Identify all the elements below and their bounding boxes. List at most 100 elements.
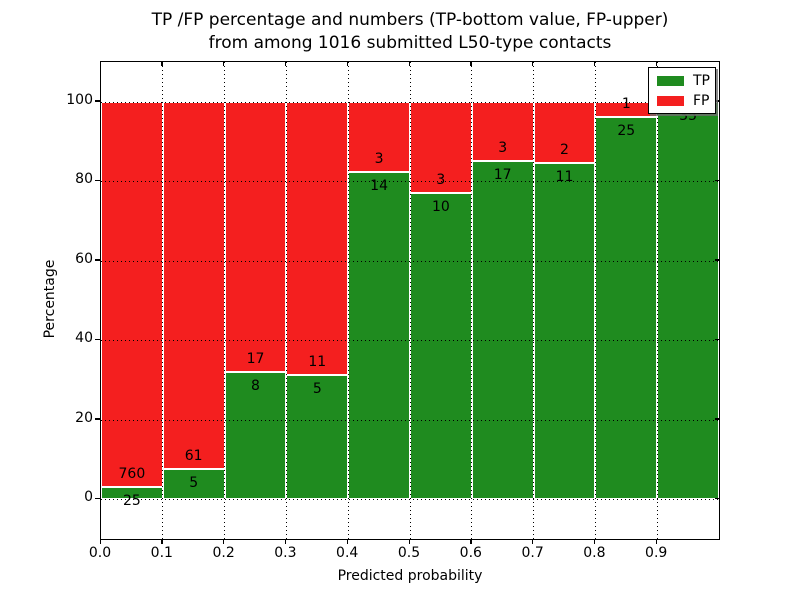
- x-tick-label: 0.7: [521, 545, 544, 561]
- x-tick-mark: [532, 539, 534, 544]
- gridline-x: [656, 62, 658, 539]
- bar-label-tp: 17: [493, 167, 512, 184]
- x-tick-label: 0.4: [336, 545, 359, 561]
- legend-entry: FP: [649, 94, 715, 108]
- bar-label-fp: 11: [308, 354, 327, 371]
- y-tick-mark-right: [715, 338, 719, 341]
- bar-label-tp: 10: [431, 199, 450, 216]
- y-tick-mark: [95, 259, 100, 261]
- gridline-x: [594, 62, 596, 539]
- x-tick-mark: [346, 539, 348, 544]
- x-tick-mark-top: [532, 62, 534, 66]
- bar-segment-fp: [286, 101, 349, 376]
- bar-label-fp: 61: [184, 448, 203, 465]
- bar-label-fp: 2: [560, 141, 569, 158]
- chart-title-line1: TP /FP percentage and numbers (TP-bottom…: [151, 10, 669, 30]
- y-tick-label: 100: [66, 91, 93, 108]
- y-tick-mark-right: [715, 418, 719, 420]
- bar-label-tp: 11: [555, 168, 574, 185]
- x-tick-label: 0.5: [397, 545, 421, 561]
- bar-label-tp: 25: [617, 123, 636, 140]
- gridline-x: [409, 62, 411, 539]
- x-tick-mark: [223, 539, 225, 544]
- x-tick-mark-top: [161, 62, 163, 66]
- y-tick-mark: [95, 338, 100, 341]
- bar-label-fp: 1: [621, 96, 631, 113]
- bar-label-fp: 17: [246, 351, 265, 368]
- x-tick-mark: [99, 539, 101, 544]
- x-tick-mark: [655, 539, 657, 544]
- bar-segment-tp: [471, 161, 534, 500]
- y-tick-label: 60: [75, 250, 93, 267]
- y-tick-mark: [95, 100, 100, 102]
- x-tick-mark-top: [408, 62, 410, 66]
- x-tick-label: 0.0: [88, 545, 112, 561]
- x-tick-mark: [161, 539, 163, 544]
- legend: TP FP: [648, 67, 716, 114]
- gridline-x: [285, 62, 287, 539]
- bar-segment-tp: [533, 162, 596, 500]
- y-axis-label: Percentage: [42, 259, 58, 339]
- gridline-x: [162, 62, 164, 539]
- x-tick-mark-top: [593, 62, 596, 66]
- bar-label-tp: 8: [251, 378, 260, 395]
- x-tick-mark-top: [346, 62, 348, 66]
- bar-segment-tp: [595, 117, 658, 500]
- y-tick-mark-right: [715, 179, 719, 182]
- x-tick-label: 0.8: [583, 545, 606, 561]
- bar-segment-tp: [286, 375, 349, 500]
- gridline-x: [471, 62, 473, 539]
- bar-segment-tp: [657, 101, 719, 500]
- gridline-x: [347, 62, 349, 539]
- bar-segment-tp: [162, 469, 225, 500]
- x-tick-mark: [408, 539, 410, 544]
- y-tick-mark-right: [715, 259, 719, 261]
- x-tick-label: 0.6: [459, 545, 482, 561]
- bar-label-fp: 760: [118, 465, 146, 482]
- plot-area: 25 760 5 61 8 17 5 11 14 3 10 3 17 3 11 2 25 1 35: [100, 61, 720, 540]
- bar-segment-tp: [410, 193, 472, 500]
- gridline-x: [224, 62, 226, 539]
- x-tick-label: 0.1: [150, 545, 173, 561]
- bar-label-tp: 25: [122, 492, 141, 509]
- bar-segment-fp: [101, 101, 163, 487]
- x-tick-mark: [470, 539, 472, 544]
- x-tick-mark: [593, 539, 596, 544]
- bar-segment-tp: [224, 372, 287, 500]
- legend-label-tp: TP: [693, 73, 710, 89]
- y-tick-mark-right: [715, 497, 719, 500]
- legend-entry: TP: [649, 74, 715, 88]
- y-tick-mark: [95, 497, 100, 500]
- y-tick-label: 40: [75, 330, 93, 347]
- x-tick-mark-top: [284, 62, 287, 66]
- x-tick-label: 0.3: [274, 545, 297, 561]
- y-tick-mark-right: [715, 100, 719, 102]
- y-tick-mark: [95, 179, 100, 182]
- x-tick-mark-top: [470, 62, 472, 66]
- bar-label-tp: 14: [370, 177, 389, 194]
- bar-label-tp: 5: [312, 381, 322, 398]
- x-tick-mark-top: [655, 62, 657, 66]
- bar-label-fp: 3: [374, 150, 384, 167]
- bar-segment-fp: [224, 101, 287, 373]
- bar-label-fp: 3: [436, 172, 446, 189]
- legend-swatch-fp: [657, 96, 684, 106]
- x-tick-mark: [284, 539, 287, 544]
- y-tick-label: 0: [84, 489, 93, 506]
- bar-label-fp: 3: [498, 140, 508, 157]
- x-tick-mark-top: [99, 62, 101, 66]
- y-tick-mark: [95, 418, 100, 420]
- bar-segment-fp: [162, 101, 225, 470]
- x-tick-label: 0.2: [212, 545, 235, 561]
- y-tick-label: 80: [75, 171, 93, 188]
- legend-swatch-tp: [657, 76, 684, 86]
- chart-title-line2: from among 1016 submitted L50-type conta…: [208, 33, 612, 53]
- x-tick-mark-top: [223, 62, 225, 66]
- x-tick-label: 0.9: [645, 545, 668, 561]
- gridline-x: [533, 62, 535, 539]
- chart-title: TP /FP percentage and numbers (TP-bottom…: [100, 9, 720, 55]
- y-tick-label: 20: [75, 409, 93, 426]
- bar-label-tp: 5: [189, 475, 199, 492]
- x-axis-label: Predicted probability: [337, 568, 483, 584]
